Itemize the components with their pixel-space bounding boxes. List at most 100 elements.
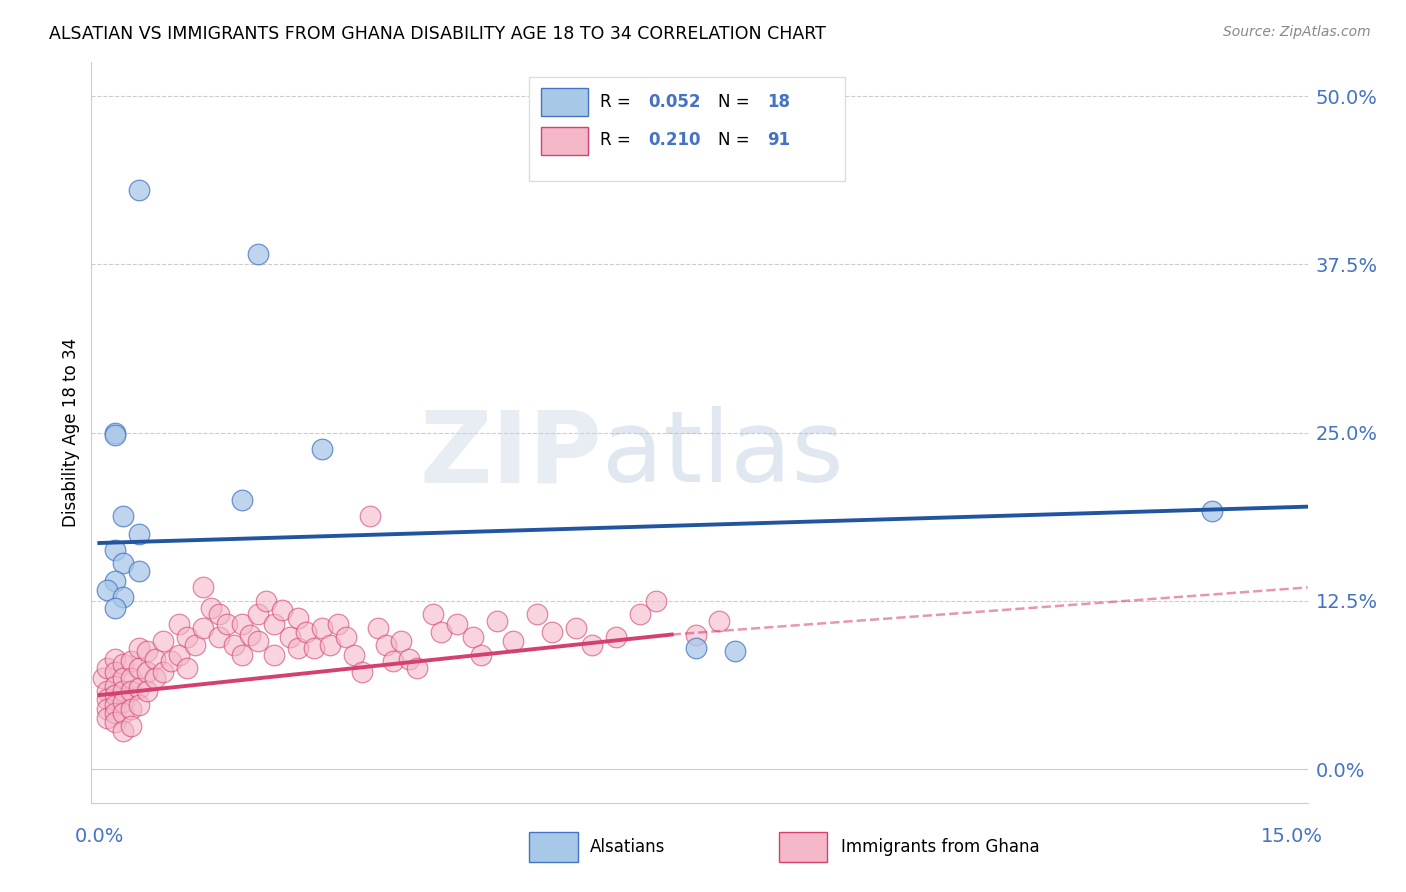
Point — [120, 684, 142, 698]
Text: 0.052: 0.052 — [648, 93, 702, 111]
Point — [263, 616, 285, 631]
Point — [319, 638, 342, 652]
Text: ZIP: ZIP — [419, 407, 602, 503]
Point — [96, 661, 118, 675]
FancyBboxPatch shape — [779, 832, 827, 862]
Point — [104, 428, 127, 442]
Text: R =: R = — [600, 131, 636, 149]
Point — [605, 630, 627, 644]
Point — [200, 600, 222, 615]
Point — [143, 652, 166, 666]
Point — [104, 425, 127, 440]
Point — [247, 246, 270, 260]
Text: 91: 91 — [768, 131, 790, 149]
Point — [350, 665, 373, 680]
Text: N =: N = — [717, 93, 755, 111]
Point — [176, 661, 198, 675]
FancyBboxPatch shape — [541, 87, 588, 116]
Point — [430, 624, 453, 639]
Point — [398, 652, 420, 666]
Point — [191, 581, 214, 595]
Point — [470, 648, 492, 662]
Point — [152, 634, 174, 648]
Point — [1201, 504, 1223, 518]
Point — [104, 714, 127, 729]
Point — [136, 665, 159, 680]
Point — [112, 706, 135, 720]
Point — [565, 621, 588, 635]
Point — [685, 640, 707, 655]
Point — [311, 621, 333, 635]
Point — [112, 724, 135, 739]
Point — [326, 616, 349, 631]
Point — [104, 652, 127, 666]
Point — [446, 616, 468, 631]
Point — [112, 556, 135, 570]
Point — [278, 630, 301, 644]
FancyBboxPatch shape — [529, 832, 578, 862]
Point — [120, 671, 142, 685]
Point — [104, 688, 127, 702]
Point — [367, 621, 389, 635]
Point — [247, 634, 270, 648]
Point — [502, 634, 524, 648]
Point — [215, 616, 238, 631]
Text: N =: N = — [717, 131, 755, 149]
Point — [239, 627, 262, 641]
FancyBboxPatch shape — [529, 78, 845, 181]
Point — [302, 640, 325, 655]
Point — [343, 648, 366, 662]
Point — [247, 607, 270, 622]
Point — [120, 719, 142, 733]
Point — [104, 574, 127, 588]
Point — [96, 692, 118, 706]
Point — [112, 695, 135, 709]
Point — [128, 698, 150, 712]
Point — [254, 594, 277, 608]
Point — [485, 614, 508, 628]
Point — [207, 630, 229, 644]
Point — [263, 648, 285, 662]
Point — [128, 183, 150, 197]
Point — [96, 684, 118, 698]
Point — [136, 643, 159, 657]
Point — [112, 590, 135, 604]
Text: atlas: atlas — [602, 407, 844, 503]
Point — [526, 607, 548, 622]
Point — [287, 611, 309, 625]
Point — [96, 701, 118, 715]
Text: 0.210: 0.210 — [648, 131, 702, 149]
Point — [271, 603, 294, 617]
Y-axis label: Disability Age 18 to 34: Disability Age 18 to 34 — [62, 338, 80, 527]
Point — [120, 655, 142, 669]
Point — [207, 607, 229, 622]
Point — [128, 564, 150, 578]
Point — [128, 661, 150, 675]
Point — [581, 638, 603, 652]
Point — [709, 614, 731, 628]
Point — [335, 630, 357, 644]
Point — [224, 638, 246, 652]
Point — [374, 638, 396, 652]
Point — [644, 594, 666, 608]
Point — [422, 607, 444, 622]
Point — [128, 640, 150, 655]
Text: R =: R = — [600, 93, 636, 111]
Point — [143, 671, 166, 685]
Point — [176, 630, 198, 644]
Point — [389, 634, 412, 648]
Point — [191, 621, 214, 635]
Point — [541, 624, 564, 639]
Text: ALSATIAN VS IMMIGRANTS FROM GHANA DISABILITY AGE 18 TO 34 CORRELATION CHART: ALSATIAN VS IMMIGRANTS FROM GHANA DISABI… — [49, 25, 827, 43]
Point — [104, 706, 127, 720]
Point — [104, 679, 127, 693]
Point — [96, 711, 118, 725]
Text: 18: 18 — [768, 93, 790, 111]
Point — [91, 671, 114, 685]
Text: Alsatians: Alsatians — [591, 838, 665, 856]
Point — [104, 600, 127, 615]
Text: Source: ZipAtlas.com: Source: ZipAtlas.com — [1223, 25, 1371, 39]
Point — [136, 684, 159, 698]
FancyBboxPatch shape — [541, 127, 588, 155]
Point — [231, 616, 253, 631]
